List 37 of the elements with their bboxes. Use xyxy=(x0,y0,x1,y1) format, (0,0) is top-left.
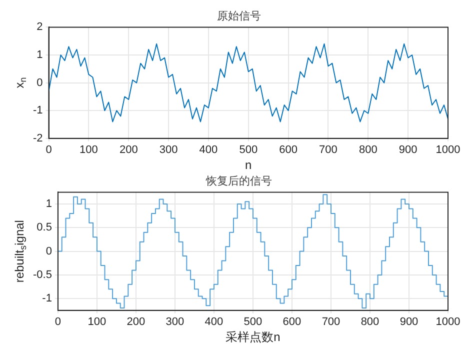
x-tick-label: 700 xyxy=(322,316,340,328)
x-tick-label: 0 xyxy=(54,316,62,328)
x-tick-label: 800 xyxy=(360,316,380,328)
x-tick-label: 100 xyxy=(80,144,98,156)
y-tick-label: 0 xyxy=(46,245,52,258)
y-tick-label: -1 xyxy=(33,104,43,117)
x-axis-title: n xyxy=(245,158,252,172)
x-tick-label: 600 xyxy=(282,316,302,328)
x-tick-label: 900 xyxy=(398,144,418,156)
y-tick-label: 1 xyxy=(36,49,43,62)
x-tick-label: 300 xyxy=(166,316,184,328)
chart-title: 原始信号 xyxy=(217,10,261,23)
x-tick-label: 200 xyxy=(119,144,138,156)
chart-title: 恢复后的信号 xyxy=(205,174,272,188)
x-tick-label: 1000 xyxy=(436,144,460,156)
x-tick-label: 800 xyxy=(358,144,378,156)
x-tick-label: 700 xyxy=(319,144,338,156)
x-tick-label: 400 xyxy=(199,144,218,156)
x-tick-label: 500 xyxy=(244,316,262,328)
x-tick-label: 400 xyxy=(204,316,224,328)
x-tick-label: 1000 xyxy=(436,316,460,328)
y-axis-title: rebuiltsignal xyxy=(12,220,28,283)
x-tick-label: 300 xyxy=(159,144,178,156)
x-tick-label: 600 xyxy=(279,144,298,156)
y-tick-label: 2 xyxy=(36,21,43,34)
x-tick-label: 500 xyxy=(239,144,258,156)
y-tick-label: 1 xyxy=(46,198,52,210)
y-tick-label: -1 xyxy=(42,292,52,305)
x-tick-label: 900 xyxy=(400,316,418,328)
y-tick-label: -2 xyxy=(33,132,43,144)
y-tick-label: -0.5 xyxy=(32,268,52,281)
y-axis-title: xn xyxy=(12,77,28,88)
x-tick-label: 200 xyxy=(126,316,146,328)
x-axis-title: 采样点数n xyxy=(226,330,280,344)
x-tick-label: 100 xyxy=(88,316,106,328)
y-tick-label: 0.5 xyxy=(36,222,52,234)
y-tick-label: 0 xyxy=(36,76,43,89)
